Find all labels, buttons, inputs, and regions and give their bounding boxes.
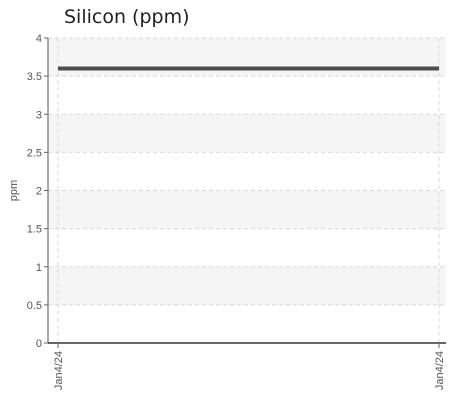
x-axis-ticks: Jan4/24 Jan4/24 [53, 343, 446, 390]
y-tick-label: 0.5 [27, 300, 42, 312]
plot-band [48, 190, 446, 229]
y-tick-label: 2 [36, 186, 42, 198]
y-tick-label: 2.5 [27, 147, 42, 159]
y-tick-label: 3 [36, 109, 42, 121]
y-axis-label: ppm [8, 180, 20, 201]
plot-band [48, 76, 446, 115]
plot-band [48, 266, 446, 305]
plot-band [48, 152, 446, 191]
grid-lines [48, 37, 446, 343]
chart-title: Silicon (ppm) [64, 6, 190, 28]
y-tick-label: 0 [36, 338, 42, 350]
plot-band [48, 228, 446, 267]
y-tick-label: 4 [36, 33, 42, 45]
x-tick-label: Jan4/24 [53, 351, 65, 390]
y-tick-label: 1.5 [27, 224, 42, 236]
y-tick-label: 1 [36, 262, 42, 274]
x-tick-label: Jan4/24 [434, 351, 446, 390]
y-tick-label: 3.5 [27, 71, 42, 83]
plot-band [48, 304, 446, 343]
plot-band [48, 114, 446, 153]
y-axis-ticks: 0 0.5 1 1.5 2 2.5 3 3.5 4 [27, 33, 48, 350]
